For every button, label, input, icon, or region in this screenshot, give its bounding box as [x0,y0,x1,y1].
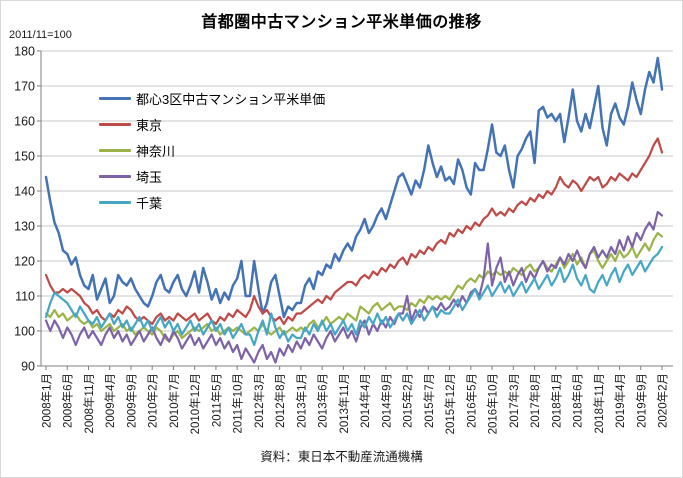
x-tick-label: 2013年1月 [294,373,308,428]
y-tick-label: 130 [14,220,35,234]
legend-label-tokyo: 東京 [136,117,163,133]
x-tick-label: 2013年6月 [316,373,330,428]
y-tick-label: 160 [14,115,35,129]
legend-item-tokyo: 東京 [99,111,325,137]
legend-item-kanagawa: 神奈川 [99,137,325,163]
x-tick-label: 2017年8月 [528,373,542,428]
x-tick-label: 2009年9月 [124,373,138,428]
x-tick-label: 2014年4月 [358,373,372,428]
x-tick-label: 2015年7月 [422,373,436,428]
x-tick-label: 2020年2月 [656,373,670,428]
series-line-chiba [44,245,664,347]
x-tick-label: 2016年10月 [486,373,500,434]
legend-label-chiba: 千葉 [136,195,163,211]
x-tick-label: 2008年1月 [40,373,54,428]
x-tick-label: 2019年4月 [613,373,627,428]
x-tick-label: 2016年5月 [464,373,478,428]
x-tick-label: 2013年11月 [337,373,351,434]
x-tick-label: 2018年1月 [549,373,563,428]
legend-swatch-kanagawa [99,148,131,152]
x-tick-label: 2018年6月 [571,373,585,428]
x-tick-label: 2015年12月 [443,373,457,434]
x-tick-label: 2010年2月 [146,373,160,428]
y-tick-label: 140 [14,185,35,199]
y-tick-label: 90 [21,360,35,374]
legend-swatch-chiba [99,200,131,204]
x-tick-label: 2008年6月 [61,373,75,428]
legend-item-saitama: 埼玉 [99,163,325,189]
y-tick-label: 170 [14,80,35,94]
x-tick-label: 2018年11月 [592,373,606,434]
series-line-toshin-3ku [44,56,664,319]
x-tick-label: 2019年9月 [634,373,648,428]
series-line-kanagawa [44,231,664,343]
legend-item-toshin-3ku: 都心3区中古マンション平米単価 [99,85,325,111]
legend-label-toshin-3ku: 都心3区中古マンション平米単価 [136,91,326,107]
legend-swatch-tokyo [99,122,131,126]
y-tick-label: 110 [15,290,35,304]
x-tick-label: 2010年12月 [188,373,202,434]
x-tick-label: 2011年5月 [209,373,223,427]
index-base-note: 2011/11=100 [9,29,72,41]
x-tick-label: 2015年2月 [401,373,415,428]
legend-swatch-toshin-3ku [99,96,131,100]
y-tick-label: 180 [14,45,35,59]
series-line-saitama [44,210,664,364]
y-tick-label: 100 [14,325,35,339]
y-tick-label: 150 [14,150,35,164]
legend-item-chiba: 千葉 [99,189,325,215]
x-tick-label: 2014年9月 [379,373,393,428]
x-tick-label: 2012年8月 [273,373,287,428]
legend-label-saitama: 埼玉 [136,169,163,185]
legend-swatch-saitama [99,174,131,178]
x-tick-label: 2012年3月 [252,373,266,428]
chart-title: 首都圏中古マンション平米単価の推移 [201,14,482,31]
legend-label-kanagawa: 神奈川 [136,143,176,159]
source-note: 資料：東日本不動産流通機構 [260,450,423,464]
x-tick-label: 2008年11月 [82,373,96,434]
x-tick-label: 2009年4月 [103,373,117,428]
x-tick-label: 2010年7月 [167,373,181,428]
legend: 都心3区中古マンション平米単価 東京神奈川埼玉千葉 [99,85,325,215]
x-tick-label: 2011年10月 [231,373,245,434]
y-tick-label: 120 [14,255,35,269]
x-tick-label: 2017年3月 [507,373,521,428]
